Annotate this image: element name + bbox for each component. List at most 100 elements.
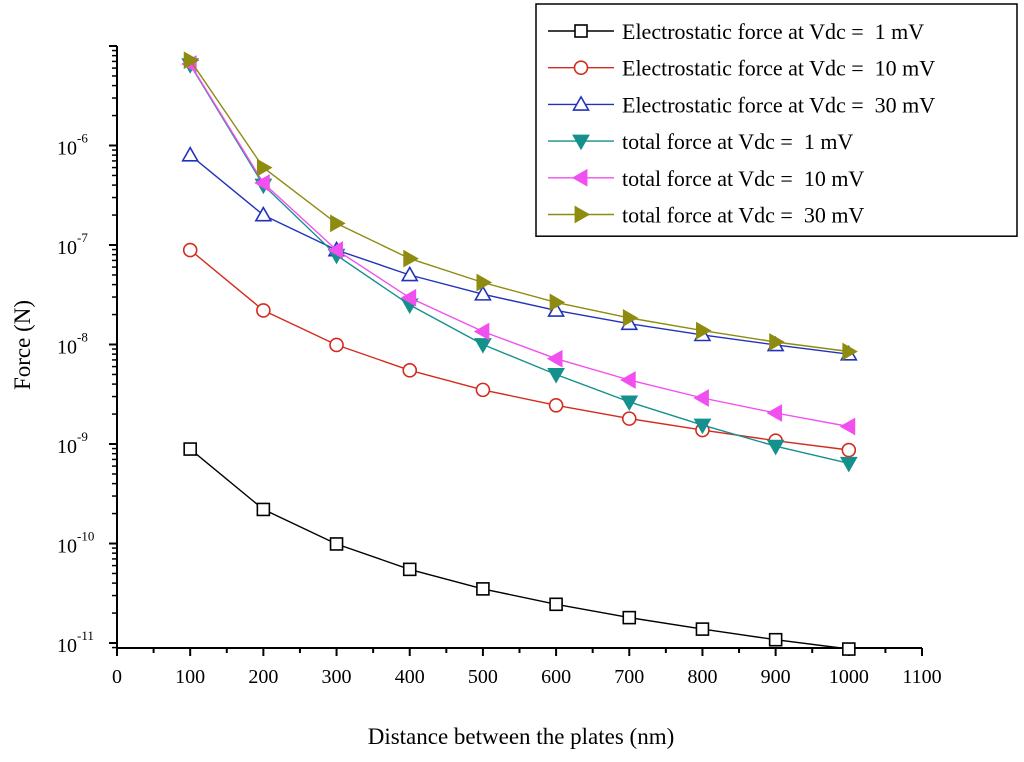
series-line bbox=[189, 448, 849, 650]
legend-item: Electrostatic force at Vdc = 1 mV bbox=[548, 19, 924, 44]
data-point bbox=[473, 322, 490, 341]
data-point bbox=[474, 338, 492, 354]
series-1 bbox=[183, 442, 856, 656]
data-point bbox=[256, 303, 271, 318]
series-2 bbox=[182, 242, 857, 458]
y-tick-base: 10 bbox=[57, 436, 77, 458]
data-point bbox=[693, 389, 709, 407]
data-point bbox=[621, 411, 637, 426]
x-tick-label: 700 bbox=[614, 666, 644, 688]
data-point bbox=[841, 442, 857, 458]
data-point bbox=[330, 214, 346, 233]
legend-item: total force at Vdc = 1 mV bbox=[548, 129, 853, 154]
data-point bbox=[547, 368, 565, 384]
data-point bbox=[400, 288, 417, 307]
series-line bbox=[189, 59, 849, 353]
data-point bbox=[256, 158, 273, 177]
data-point bbox=[572, 95, 590, 111]
data-point bbox=[695, 622, 710, 636]
data-point bbox=[572, 134, 590, 151]
data-point bbox=[574, 24, 588, 38]
x-tick-label: 100 bbox=[175, 666, 205, 688]
data-point bbox=[329, 337, 344, 353]
data-point bbox=[549, 597, 563, 612]
legend-item: Electrostatic force at Vdc = 10 mV bbox=[548, 56, 935, 81]
data-point bbox=[842, 342, 858, 361]
x-tick-label: 300 bbox=[322, 666, 352, 688]
x-tick-label: 900 bbox=[761, 666, 791, 688]
data-point bbox=[474, 285, 492, 301]
legend-label: total force at Vdc = 10 mV bbox=[622, 166, 864, 191]
series-6 bbox=[183, 51, 858, 361]
data-point bbox=[574, 205, 591, 224]
y-tick-label: 10 bbox=[57, 436, 77, 458]
data-point bbox=[182, 242, 198, 258]
data-point bbox=[400, 265, 419, 282]
data-point bbox=[766, 404, 783, 422]
data-point bbox=[183, 442, 197, 456]
series-layer bbox=[181, 51, 858, 656]
data-point bbox=[254, 205, 273, 222]
legend-item: total force at Vdc = 30 mV bbox=[548, 203, 864, 228]
legend-label: Electrostatic force at Vdc = 10 mV bbox=[622, 56, 935, 81]
data-point bbox=[402, 363, 418, 378]
data-point bbox=[622, 610, 637, 625]
y-tick-exponent: -9 bbox=[77, 429, 88, 444]
legend-label: total force at Vdc = 30 mV bbox=[622, 203, 864, 228]
data-point bbox=[622, 309, 639, 327]
data-point bbox=[573, 60, 589, 75]
x-tick-label: 400 bbox=[395, 666, 425, 688]
y-tick-exponent: -7 bbox=[77, 230, 88, 245]
data-point bbox=[696, 321, 712, 340]
series-line bbox=[189, 249, 849, 451]
y-tick-base: 10 bbox=[57, 138, 77, 160]
data-point bbox=[842, 642, 856, 656]
data-point bbox=[768, 632, 783, 647]
y-tick-base: 10 bbox=[57, 635, 77, 657]
data-point bbox=[620, 395, 639, 412]
x-tick-label: 1100 bbox=[902, 666, 941, 688]
legend-item: total force at Vdc = 10 mV bbox=[548, 166, 864, 191]
data-point bbox=[476, 582, 490, 596]
data-point bbox=[693, 418, 712, 435]
data-point bbox=[571, 168, 588, 187]
legend-label: Electrostatic force at Vdc = 30 mV bbox=[622, 92, 935, 117]
series-line bbox=[189, 64, 849, 464]
data-point bbox=[620, 371, 636, 389]
data-point bbox=[766, 439, 785, 456]
data-point bbox=[769, 333, 785, 351]
data-point bbox=[254, 174, 270, 192]
x-axis-title: Distance between the plates (nm) bbox=[368, 724, 675, 749]
data-point bbox=[256, 502, 271, 517]
series-line bbox=[189, 63, 849, 428]
legend-item: Electrostatic force at Vdc = 30 mV bbox=[548, 92, 935, 117]
y-tick-label: 10 bbox=[57, 237, 77, 259]
y-tick-label: 10 bbox=[57, 337, 77, 359]
data-point bbox=[839, 417, 856, 436]
y-tick-label: 10 bbox=[57, 536, 77, 558]
data-point bbox=[183, 51, 200, 70]
y-tick-label: 10 bbox=[57, 138, 77, 160]
data-point bbox=[403, 249, 419, 268]
x-tick-label: 200 bbox=[248, 666, 278, 688]
y-tick-exponent: -8 bbox=[77, 330, 88, 345]
x-axis: 0 100 200 300 400 500 600 700 800 900 1000 1100 bbox=[112, 647, 942, 688]
x-tick-label: 800 bbox=[687, 666, 717, 688]
x-tick-label: 0 bbox=[112, 666, 122, 688]
y-tick-exponent: -6 bbox=[77, 131, 88, 146]
y-tick-label: 10 bbox=[57, 635, 77, 657]
data-point bbox=[181, 146, 200, 162]
x-tick-label: 600 bbox=[541, 666, 571, 688]
legend-label: Electrostatic force at Vdc = 1 mV bbox=[622, 19, 924, 44]
data-point bbox=[839, 456, 858, 473]
legend-box bbox=[535, 3, 1018, 237]
data-point bbox=[475, 382, 491, 398]
data-point bbox=[327, 241, 343, 259]
x-tick-label: 500 bbox=[468, 666, 498, 688]
series-line bbox=[189, 154, 849, 355]
legend: Electrostatic force at Vdc = 1 mV Electro… bbox=[535, 3, 1018, 237]
y-axis-title: Force (N) bbox=[10, 300, 35, 390]
x-tick-label: 1000 bbox=[829, 666, 869, 688]
